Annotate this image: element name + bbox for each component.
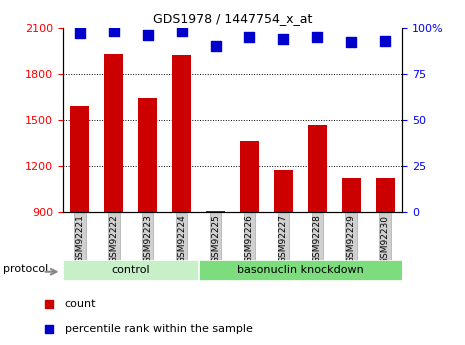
Text: protocol: protocol — [3, 264, 48, 274]
Title: GDS1978 / 1447754_x_at: GDS1978 / 1447754_x_at — [153, 12, 312, 25]
Bar — [104, 54, 123, 212]
Bar — [376, 178, 395, 212]
Text: GSM92228: GSM92228 — [313, 215, 322, 263]
Point — [347, 40, 355, 45]
Text: GSM92224: GSM92224 — [177, 215, 186, 263]
Point — [45, 302, 53, 307]
Bar — [274, 170, 293, 212]
FancyBboxPatch shape — [199, 260, 402, 280]
Point — [45, 326, 53, 331]
Text: GSM92225: GSM92225 — [211, 215, 220, 263]
Text: basonuclin knockdown: basonuclin knockdown — [237, 265, 364, 275]
Bar — [172, 55, 191, 212]
Text: GSM92229: GSM92229 — [347, 215, 356, 263]
Text: GSM92222: GSM92222 — [109, 215, 118, 263]
Text: control: control — [111, 265, 150, 275]
Text: GSM92223: GSM92223 — [143, 215, 152, 263]
Point — [381, 38, 389, 43]
Point — [144, 32, 151, 38]
Point — [313, 34, 321, 40]
Text: GSM92227: GSM92227 — [279, 215, 288, 263]
Bar — [70, 106, 89, 212]
Text: percentile rank within the sample: percentile rank within the sample — [65, 324, 253, 334]
Bar — [206, 211, 225, 212]
Text: count: count — [65, 299, 96, 309]
Bar — [240, 141, 259, 212]
Point — [246, 34, 253, 40]
Bar — [342, 178, 361, 212]
Point — [110, 29, 117, 34]
Text: GSM92230: GSM92230 — [381, 215, 390, 264]
Point — [279, 36, 287, 41]
Text: GSM92221: GSM92221 — [75, 215, 84, 263]
Point — [76, 30, 83, 36]
Text: GSM92226: GSM92226 — [245, 215, 254, 263]
Point — [178, 29, 185, 34]
Bar — [138, 98, 157, 212]
Point — [212, 43, 219, 49]
FancyBboxPatch shape — [63, 260, 198, 280]
Bar — [308, 125, 327, 212]
